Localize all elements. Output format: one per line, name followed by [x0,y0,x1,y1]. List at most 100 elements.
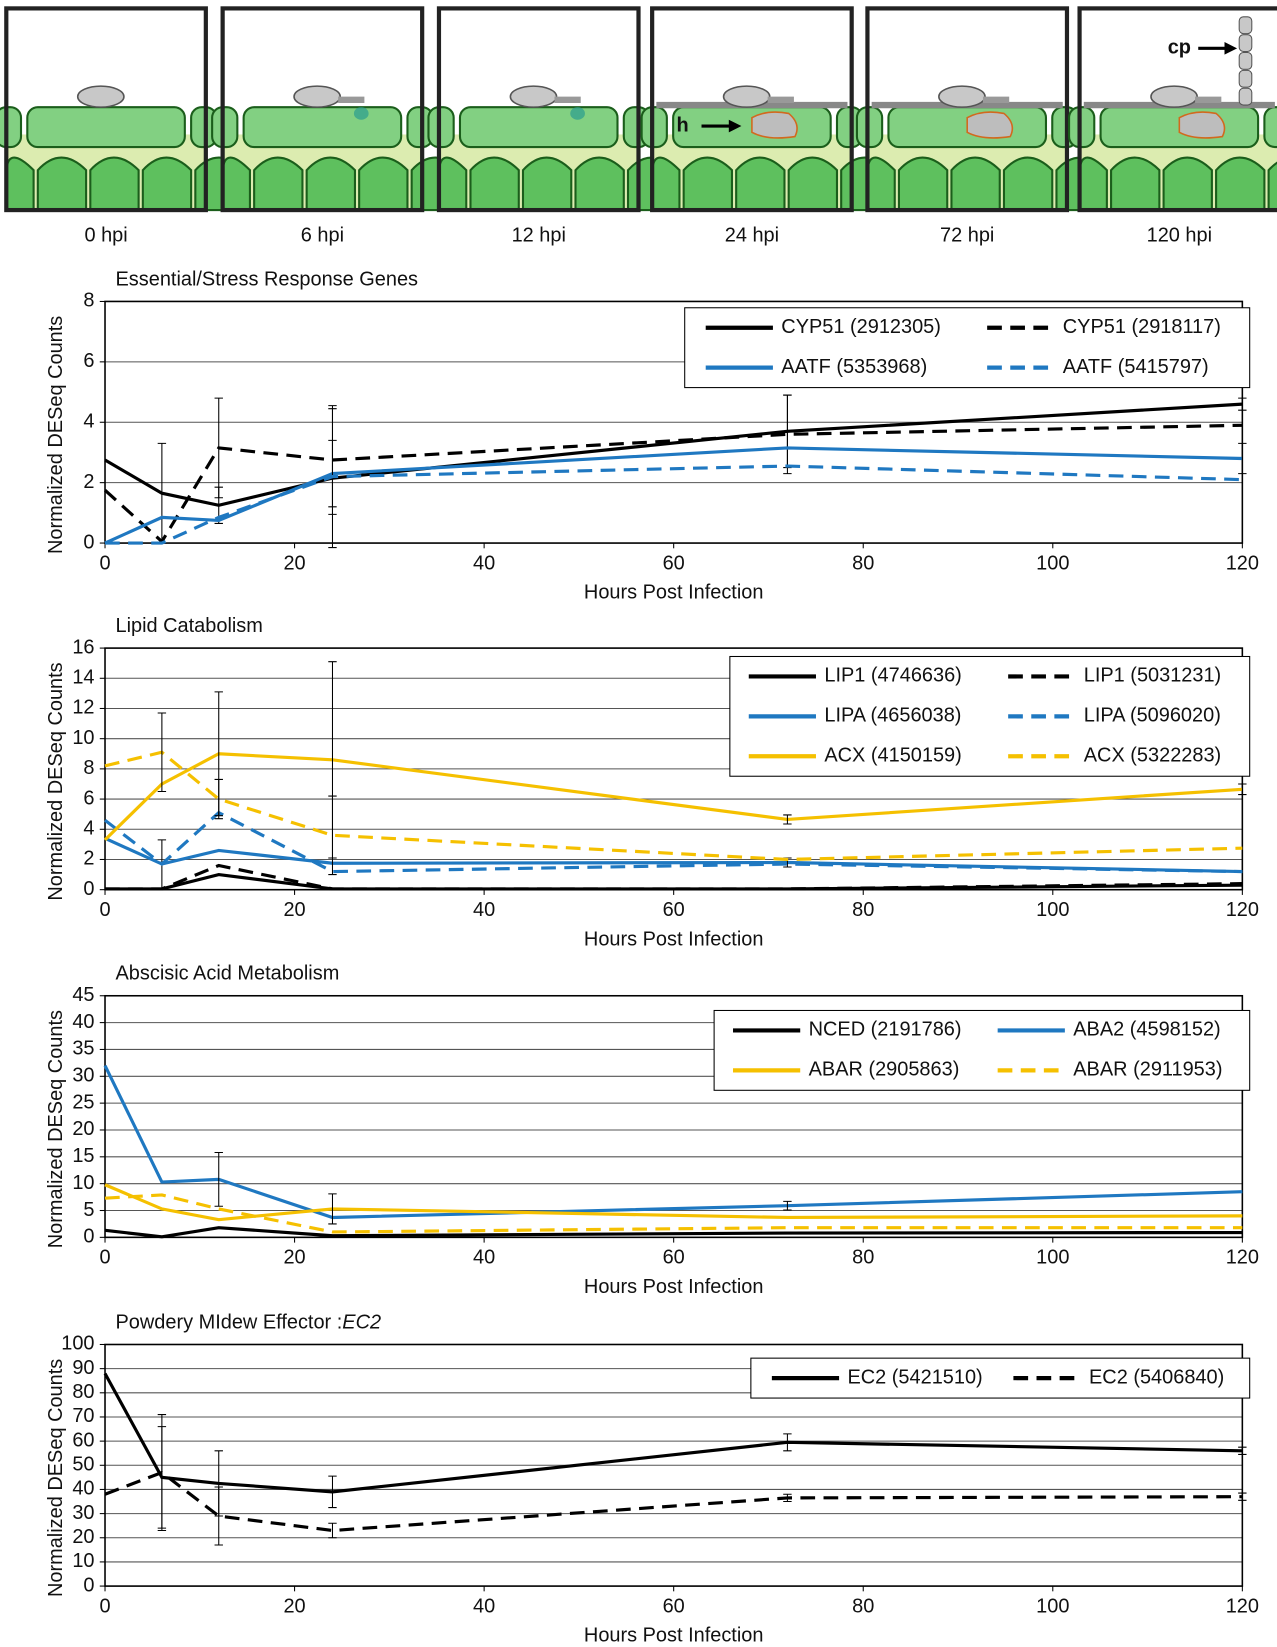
y-tick-label: 80 [72,1381,94,1403]
y-tick-label: 2 [83,848,94,870]
y-axis-label: Normalized DESeq Counts [45,316,67,554]
y-tick-label: 0 [83,1226,94,1248]
y-tick-label: 30 [72,1502,94,1524]
panel-label: 0 hpi [84,225,127,247]
conidium [294,86,340,107]
legend-label: ABA2 (4598152) [1073,1019,1220,1041]
panel-label: 120 hpi [1147,225,1212,247]
y-tick-label: 30 [72,1065,94,1087]
x-tick-label: 40 [473,1595,495,1617]
y-tick-label: 70 [72,1405,94,1427]
chart-title-emphasis: EC2 [342,1312,381,1334]
mesophyll-cell [899,158,947,211]
y-tick-label: 0 [83,878,94,900]
epidermal-cell [460,107,618,147]
conidium [78,86,124,107]
x-axis-label: Hours Post Infection [584,928,764,950]
chart-title: Powdery MIdew Effector :EC2 [116,1312,382,1334]
legend-label: NCED (2191786) [809,1019,962,1041]
legend-label: EC2 (5406840) [1089,1366,1224,1388]
x-tick-label: 100 [1036,899,1069,921]
x-tick-label: 0 [99,552,110,574]
series-line [105,1185,1242,1220]
mesophyll-cell [1004,158,1052,211]
y-tick-label: 45 [72,984,94,1006]
epidermal-cell [244,107,402,147]
x-tick-label: 120 [1226,1595,1259,1617]
series-line [105,448,1242,543]
y-tick-label: 20 [72,1526,94,1548]
legend-label: CYP51 (2918117) [1063,316,1221,338]
legend-label: ACX (5322283) [1084,745,1221,767]
series-line [105,1473,1242,1531]
x-tick-label: 80 [852,552,874,574]
y-axis-label: Normalized DESeq Counts [45,1359,67,1597]
conidium [939,86,985,107]
y-tick-label: 50 [72,1454,94,1476]
chart-title-text: Essential/Stress Response Genes [116,269,419,291]
y-tick-label: 15 [72,1145,94,1167]
mesophyll-cell [867,158,894,211]
x-tick-label: 60 [663,1247,685,1269]
penetration-site [354,107,369,120]
x-axis-label: Hours Post Infection [584,1625,764,1647]
epidermal-cell [0,107,21,147]
conidiophore-cell [1239,35,1252,52]
legend-label: ABAR (2911953) [1073,1059,1222,1081]
mesophyll-cell [1080,158,1107,211]
legend-label: ACX (4150159) [824,745,961,767]
panel-label: 12 hpi [512,225,566,247]
x-tick-label: 40 [473,1247,495,1269]
chart-title: Abscisic Acid Metabolism [116,963,340,985]
series-line [105,466,1242,543]
conidiophore-cell [1239,70,1252,87]
x-tick-label: 100 [1036,552,1069,574]
x-tick-label: 60 [663,552,685,574]
y-tick-label: 8 [83,290,94,312]
x-tick-label: 120 [1226,1247,1259,1269]
panel-label: 6 hpi [301,225,344,247]
y-tick-label: 5 [83,1199,94,1221]
legend-label: AATF (5415797) [1063,356,1209,378]
figure: 0 hpi6 hpi12 hpi24 hpi72 hpi120 hpihcpEs… [0,0,1277,1647]
panel-label: 24 hpi [725,225,779,247]
conidium [510,86,556,107]
y-tick-label: 40 [72,1478,94,1500]
x-tick-label: 40 [473,899,495,921]
chart-title: Essential/Stress Response Genes [116,269,419,291]
mesophyll-cell [684,158,732,211]
y-tick-label: 16 [72,636,94,658]
mesophyll-cell [652,158,679,211]
y-tick-label: 40 [72,1011,94,1033]
mesophyll-cell [90,158,138,211]
mesophyll-cell [359,158,407,211]
mesophyll-cell [736,158,784,211]
mesophyll-cell [575,158,623,211]
x-tick-label: 0 [99,1247,110,1269]
y-tick-label: 25 [72,1091,94,1113]
y-tick-label: 12 [72,697,94,719]
y-tick-label: 20 [72,1118,94,1140]
x-axis-label: Hours Post Infection [584,1276,764,1298]
legend-label: ABAR (2905863) [809,1059,960,1081]
x-tick-label: 100 [1036,1247,1069,1269]
y-tick-label: 8 [83,757,94,779]
conidiophore-cell [1239,88,1252,105]
x-tick-label: 60 [663,1595,685,1617]
page: 0 hpi6 hpi12 hpi24 hpi72 hpi120 hpihcpEs… [0,0,1277,1647]
x-tick-label: 0 [99,899,110,921]
y-tick-label: 14 [72,667,94,689]
x-tick-label: 100 [1036,1595,1069,1617]
mesophyll-cell [143,158,191,211]
mesophyll-cell [307,158,355,211]
chart-title-text: Powdery MIdew Effector : [116,1312,343,1334]
x-tick-label: 80 [852,1595,874,1617]
conidium [1151,86,1197,107]
y-tick-label: 0 [83,1574,94,1596]
mesophyll-cell [470,158,518,211]
y-tick-label: 6 [83,787,94,809]
x-tick-label: 80 [852,1247,874,1269]
legend-label: LIP1 (5031231) [1084,665,1221,687]
mesophyll-cell [1111,158,1159,211]
y-tick-label: 35 [72,1038,94,1060]
